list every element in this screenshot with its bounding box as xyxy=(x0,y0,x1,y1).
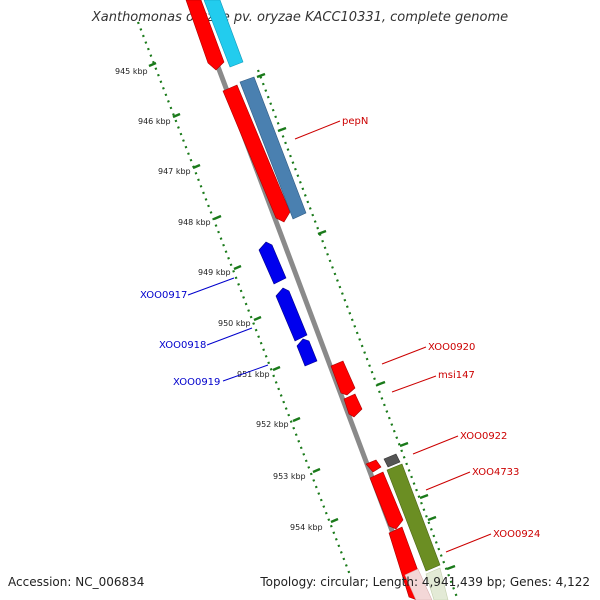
genes-value: 4,122 xyxy=(555,575,590,589)
outer-tick-marks xyxy=(256,72,456,571)
gene-label-xoo0922[interactable]: XOO0922 xyxy=(460,431,507,442)
gene-label-xoo0918[interactable]: XOO0918 xyxy=(159,340,206,351)
cds-cyan-top[interactable] xyxy=(203,0,244,68)
tick-label: 946 kbp xyxy=(138,117,171,126)
gene-label-xoo0919[interactable]: XOO0919 xyxy=(173,377,220,388)
cds-pale-olive-bottom[interactable] xyxy=(425,567,449,600)
tick-label: 951 kbp xyxy=(237,370,270,379)
gene-labels: pepN XOO0917 XOO0918 XOO0919 XOO0920 msi… xyxy=(140,116,540,540)
cds-pale-bottom[interactable] xyxy=(404,568,433,600)
tick-label: 948 kbp xyxy=(178,218,211,227)
length-label: Length: xyxy=(372,575,419,589)
tick-label: 954 kbp xyxy=(290,523,323,532)
tick-label: 950 kbp xyxy=(218,319,251,328)
cds-blue-xoo0917[interactable] xyxy=(258,241,287,285)
gene-label-msi147[interactable]: msi147 xyxy=(438,370,475,381)
length-value: 4,941,439 bp xyxy=(421,575,502,589)
genes-label: Genes: xyxy=(509,575,552,589)
cds-blue-xoo0918[interactable] xyxy=(275,287,308,342)
cds-blue-xoo0919[interactable] xyxy=(296,338,318,367)
genome-summary: Topology: circular; Length: 4,941,439 bp… xyxy=(260,575,590,589)
cds-red-xoo0920[interactable] xyxy=(330,360,356,396)
cds-red-top[interactable] xyxy=(185,0,225,71)
cds-steel-pepn[interactable] xyxy=(239,76,307,220)
gene-label-pepn[interactable]: pepN xyxy=(342,116,368,127)
accession-value: NC_006834 xyxy=(75,575,145,589)
tick-label: 945 kbp xyxy=(115,67,148,76)
cds-red-msi147[interactable] xyxy=(343,393,363,418)
tick-label: 952 kbp xyxy=(256,420,289,429)
cds-red-xoo0922[interactable] xyxy=(365,459,382,473)
accession-label: Accession: xyxy=(8,575,72,589)
accession-info: Accession: NC_006834 xyxy=(8,575,144,589)
inner-tick-marks xyxy=(148,61,339,524)
topology-label: Topology: xyxy=(260,575,317,589)
gene-label-xoo0917[interactable]: XOO0917 xyxy=(140,290,187,301)
gene-label-xoo0924[interactable]: XOO0924 xyxy=(493,529,540,540)
tick-label: 947 kbp xyxy=(158,167,191,176)
cds-gray-xoo4733[interactable] xyxy=(383,453,401,468)
outer-dotted-rail xyxy=(256,69,460,600)
cds-red-bottom-1[interactable] xyxy=(369,471,404,530)
inner-dotted-rail xyxy=(136,21,352,576)
tick-labels: 945 kbp 946 kbp 947 kbp 948 kbp 949 kbp … xyxy=(115,67,323,532)
gene-label-xoo0920[interactable]: XOO0920 xyxy=(428,342,475,353)
label-leader-lines xyxy=(187,120,492,553)
cds-olive-xoo0924[interactable] xyxy=(386,463,441,572)
tick-label: 953 kbp xyxy=(273,472,306,481)
gene-label-xoo4733[interactable]: XOO4733 xyxy=(472,467,519,478)
tick-label: 949 kbp xyxy=(198,268,231,277)
cds-red-pepn[interactable] xyxy=(222,84,291,223)
topology-value: circular xyxy=(320,575,365,589)
